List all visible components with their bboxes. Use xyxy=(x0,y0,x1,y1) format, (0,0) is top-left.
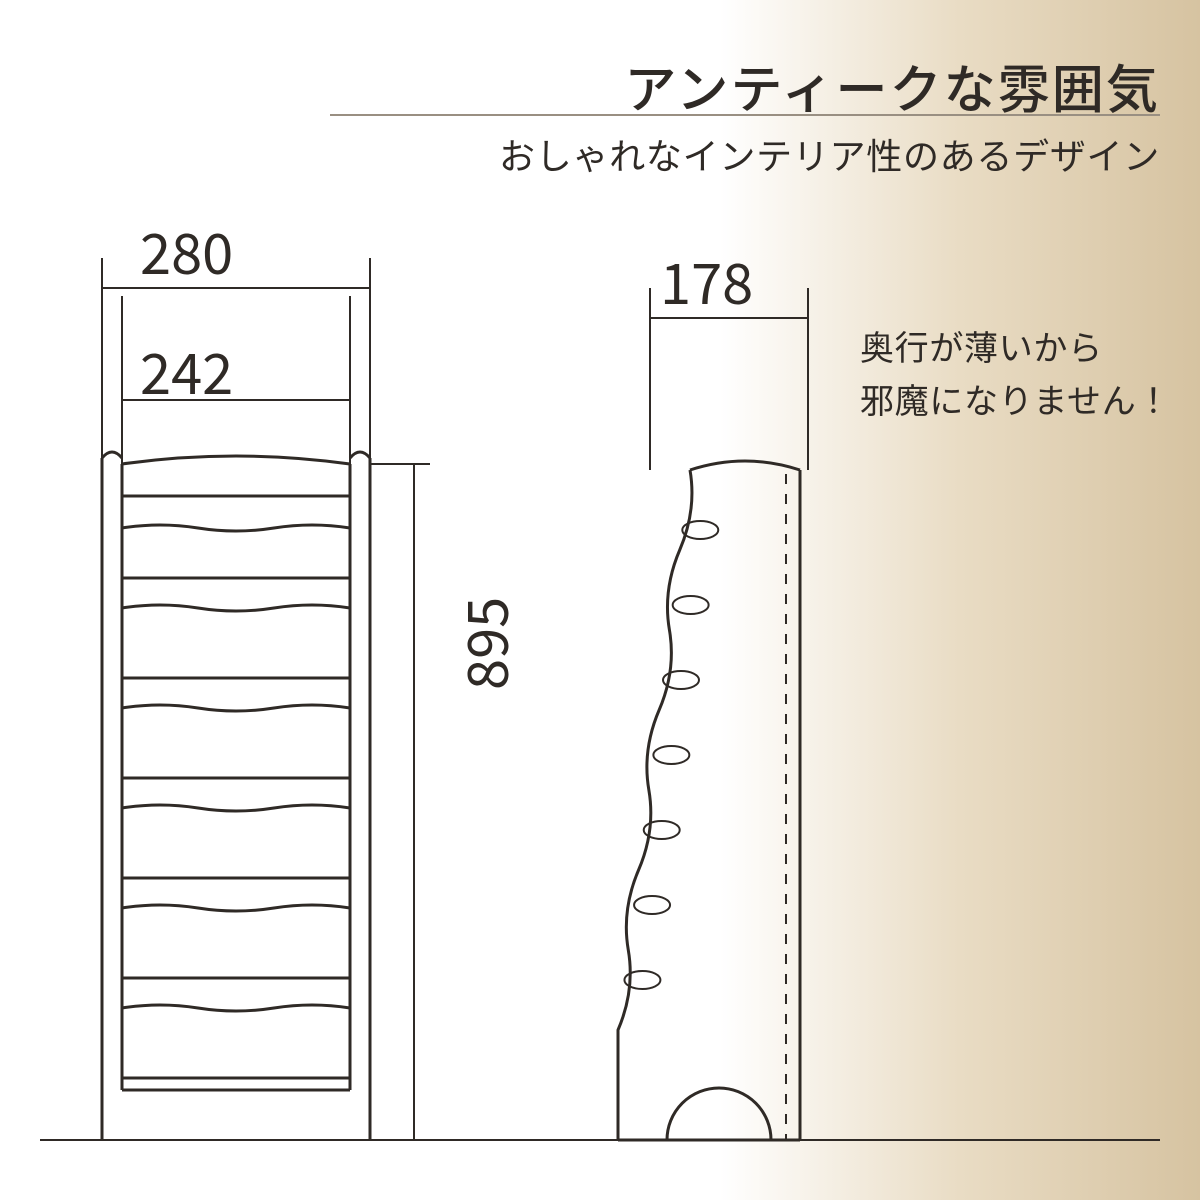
technical-drawing xyxy=(0,0,1200,1200)
